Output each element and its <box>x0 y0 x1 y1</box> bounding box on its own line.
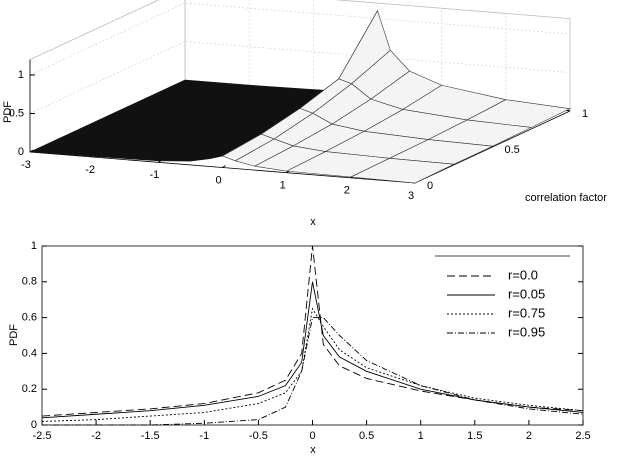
x-tick-label: -2.5 <box>33 430 52 442</box>
y-tick-label: 0 <box>427 180 433 192</box>
plot-area <box>41 245 584 426</box>
series-line <box>41 245 584 417</box>
x-tick-label: -2 <box>85 164 95 176</box>
legend-label: r=0.95 <box>508 324 545 339</box>
x-tick-label: 1 <box>418 430 424 442</box>
y-tick-label: 0.4 <box>22 347 37 359</box>
series-line <box>41 307 584 422</box>
z-tick-label: 0.5 <box>9 107 24 119</box>
surface-patch <box>349 157 455 184</box>
x-tick-label: -3 <box>21 159 31 171</box>
legend-label: r=0.05 <box>508 286 545 301</box>
x-tick-label: 3 <box>408 190 414 202</box>
legend-label: r=0.75 <box>508 305 545 320</box>
x-tick-label: -2 <box>91 430 101 442</box>
y-tick-label: 1 <box>582 108 588 120</box>
surface-y-label: correlation factor <box>525 192 607 204</box>
legend-label: r=0.0 <box>508 267 538 282</box>
grid-line <box>29 41 571 114</box>
grid-line <box>29 2 571 76</box>
line-y-label: PDF <box>8 324 20 346</box>
axis-line <box>29 59 571 184</box>
x-tick-label: 2.5 <box>575 430 590 442</box>
series-line <box>41 281 584 419</box>
z-tick-label: 0 <box>18 146 24 158</box>
x-tick-label: -1 <box>149 169 159 181</box>
surface-x-label: x <box>310 216 316 228</box>
x-tick-label: 0 <box>309 430 315 442</box>
series-line <box>42 317 584 426</box>
x-tick-label: -1 <box>199 430 209 442</box>
y-tick-label: 0.2 <box>22 383 37 395</box>
y-tick-label: 1 <box>31 240 37 252</box>
x-tick-label: 1 <box>280 180 286 192</box>
y-tick-label: 0.6 <box>22 312 37 324</box>
x-tick-label: 1.5 <box>467 430 482 442</box>
x-tick-label: -0.5 <box>249 430 268 442</box>
y-tick-label: 0.5 <box>505 144 520 156</box>
x-tick-label: 0 <box>215 174 221 186</box>
z-tick-label: 1 <box>18 69 24 81</box>
x-tick-label: -1.5 <box>141 430 160 442</box>
y-tick-label: 0 <box>31 419 37 431</box>
x-tick-label: 2 <box>344 185 350 197</box>
line-x-label: x <box>310 444 316 456</box>
y-tick-label: 0.8 <box>22 276 37 288</box>
x-tick-label: 2 <box>526 430 532 442</box>
surface-z-label: PDF <box>2 101 14 123</box>
x-tick-label: 0.5 <box>359 430 374 442</box>
